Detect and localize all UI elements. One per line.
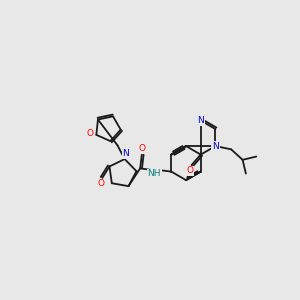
Text: N: N: [197, 116, 204, 125]
Text: NH: NH: [148, 169, 161, 178]
Text: N: N: [123, 149, 129, 158]
Text: O: O: [138, 144, 145, 153]
Text: O: O: [97, 179, 104, 188]
Text: N: N: [212, 142, 219, 151]
Text: O: O: [186, 167, 194, 176]
Text: O: O: [87, 129, 94, 138]
